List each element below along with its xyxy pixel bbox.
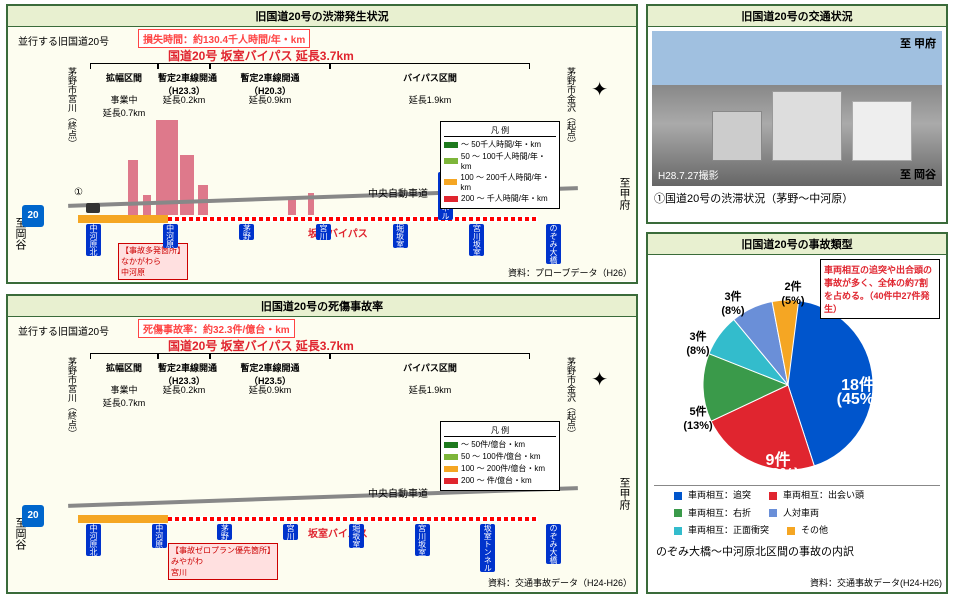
road-bypass2 (168, 516, 538, 522)
legend-title: 凡 例 (444, 125, 556, 137)
pie-callout: 車両相互の追突や出合頭の事故が多く、全体の約7割を占める。（40件中27件発生） (820, 259, 940, 319)
expressway-label2: 中央自動車道 (368, 485, 428, 500)
svg-text:18件(45%): 18件(45%) (837, 375, 880, 408)
road-widening (78, 215, 168, 223)
svg-text:2件(5%): 2件(5%) (781, 279, 805, 307)
panel1-map: 並行する旧国道20号 損失時間：約130.4千人時間/年・km 国道20号 坂室… (8, 27, 636, 281)
loss-time: 損失時間：約130.4千人時間/年・km (138, 29, 310, 48)
source-text: 資料：プローブデータ（H26） (508, 266, 632, 279)
source-text4: 資料：交通事故データ(H24-H26) (810, 576, 942, 589)
photo-caption: ①国道20号の渋滞状況（茅野～中河原） (648, 190, 946, 206)
accident-point: 【事故多発箇所】 なかがわら 中河原 (118, 243, 188, 280)
expressway-label: 中央自動車道 (368, 185, 428, 200)
right-end2: 茅野市金沢（起点） (565, 357, 578, 438)
bypass-line: 国道20号 坂室バイパス 延長3.7km (168, 47, 354, 64)
photo-ref: ① (74, 187, 83, 198)
right-side: 至甲府 (616, 177, 632, 210)
truck-shape (772, 91, 842, 161)
left-end2: 茅野市宮川（終点） (66, 357, 79, 438)
photo-to-okaya: 至 岡谷 (900, 166, 936, 182)
pie-subcaption: のぞみ大橋～中河原北区間の事故の内訳 (648, 539, 946, 559)
panel-accident-rate: 旧国道20号の死傷事故率 並行する旧国道20号 死傷事故率：約32.3件/億台・… (6, 294, 638, 594)
accident-rate: 死傷事故率：約32.3件/億台・km (138, 319, 295, 338)
right-end: 茅野市金沢（起点） (565, 67, 578, 148)
route-shield2: 20 (22, 505, 44, 527)
traffic-photo: 至 甲府 H28.7.27撮影 至 岡谷 (652, 31, 942, 186)
panel4-title: 旧国道20号の事故類型 (648, 234, 946, 255)
truck-shape (712, 111, 762, 161)
road-widening2 (78, 515, 168, 523)
parallel-label2: 並行する旧国道20号 (18, 323, 109, 338)
legend-box: 凡 例 ～ 50千人時間/年・km50 ～ 100千人時間/年・km100 ～ … (440, 121, 560, 209)
svg-text:3件(8%): 3件(8%) (686, 329, 710, 357)
photo-to-kofu: 至 甲府 (900, 35, 936, 51)
panel3-title: 旧国道20号の交通状況 (648, 6, 946, 27)
panel2-map: 並行する旧国道20号 死傷事故率：約32.3件/億台・km 国道20号 坂室バイ… (8, 317, 636, 591)
right-side2: 至甲府 (616, 477, 632, 510)
panel2-title: 旧国道20号の死傷事故率 (8, 296, 636, 317)
panel-congestion: 旧国道20号の渋滞発生状況 並行する旧国道20号 損失時間：約130.4千人時間… (6, 4, 638, 284)
svg-text:3件(8%): 3件(8%) (721, 289, 745, 317)
source-text2: 資料：交通事故データ（H24-H26） (488, 576, 632, 589)
panel-accident-type: 旧国道20号の事故類型 車両相互の追突や出合頭の事故が多く、全体の約7割を占める… (646, 232, 948, 594)
camera-icon (86, 203, 100, 213)
photo-date: H28.7.27撮影 (658, 167, 719, 182)
legend-box2: 凡 例 ～ 50件/億台・km50 ～ 100件/億台・km100 ～ 200件… (440, 421, 560, 491)
legend-title2: 凡 例 (444, 425, 556, 437)
pie-legend: 車両相互：追突車両相互：出会い頭車両相互：右折人対車両車両相互：正面衝突その他 (654, 485, 940, 539)
truck-shape (852, 101, 912, 161)
left-end: 茅野市宮川（終点） (66, 67, 79, 148)
route-shield: 20 (22, 205, 44, 227)
zero-plan-point: 【事故ゼロプラン優先箇所】 みやがわ 宮川 (168, 543, 278, 580)
compass-icon2: ✦ (591, 367, 608, 392)
compass-icon: ✦ (591, 77, 608, 102)
panel1-title: 旧国道20号の渋滞発生状況 (8, 6, 636, 27)
bypass-line2: 国道20号 坂室バイパス 延長3.7km (168, 337, 354, 354)
road-bypass (168, 216, 538, 222)
parallel-label: 並行する旧国道20号 (18, 33, 109, 48)
panel-traffic-photo: 旧国道20号の交通状況 至 甲府 H28.7.27撮影 至 岡谷 ①国道20号の… (646, 4, 948, 224)
